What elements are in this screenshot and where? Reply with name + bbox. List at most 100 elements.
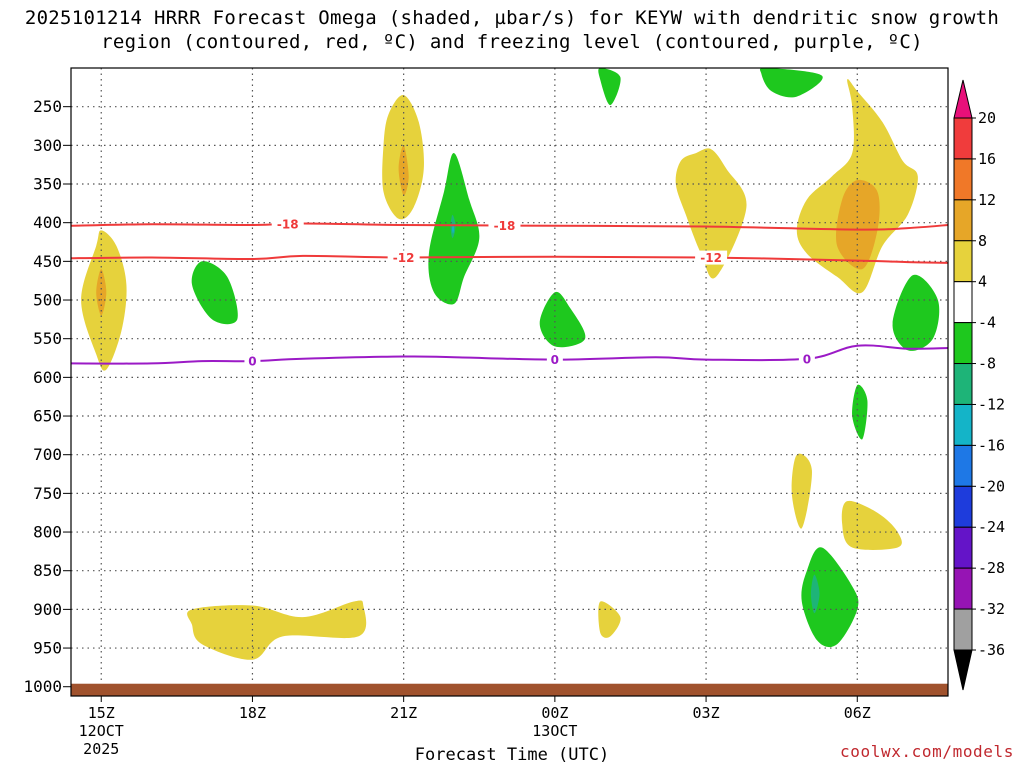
- y-tick-label: 800: [33, 523, 62, 542]
- omega-region-16: [892, 274, 940, 351]
- colorbar-min-arrow: [953, 649, 973, 691]
- contour-label: 0: [551, 353, 559, 367]
- y-tick-label: 250: [33, 97, 62, 116]
- colorbar-label: -28: [978, 559, 1005, 577]
- contour-label: 0: [248, 355, 256, 369]
- y-tick-label: 750: [33, 484, 62, 503]
- omega-region-19: [852, 384, 868, 440]
- plot-frame: [70, 67, 949, 697]
- y-tick-label: 850: [33, 561, 62, 580]
- omega-region-9: [187, 600, 367, 660]
- omega-region-6: [836, 179, 880, 270]
- y-tick-label: 450: [33, 252, 62, 271]
- x-tick-label: 00Z: [541, 704, 568, 722]
- colorbar-label: -36: [978, 641, 1005, 659]
- y-tick-label: 350: [33, 175, 62, 194]
- y-tick-label: 950: [33, 639, 62, 658]
- omega-region-1: [96, 269, 107, 316]
- colorbar: 20 16 12 8 4 -4 -8 -12 -16 -20 -24 -28 -32 -36: [953, 79, 1005, 691]
- x-tick-label: 03Z: [693, 704, 720, 722]
- x-tick-label: 18Z: [239, 704, 266, 722]
- contour-label: -12: [393, 251, 415, 265]
- contour-label-bg: [271, 216, 304, 231]
- omega-region-17: [598, 68, 621, 106]
- contour-label-bg: [695, 250, 728, 265]
- contour-label-bg: [488, 218, 521, 233]
- ground-band: [71, 683, 948, 696]
- colorbar-label: 20: [978, 109, 996, 127]
- colorbar-segment: [953, 199, 973, 242]
- omega-region-13: [452, 224, 455, 234]
- y-tick-label: 400: [33, 213, 62, 232]
- x-axis-label: Forecast Time (UTC): [414, 745, 610, 765]
- y-tick-label: 650: [33, 407, 62, 426]
- contour-lines: -18 -18 -12 -12 0 0 0: [71, 216, 948, 369]
- contour-label: -18: [494, 219, 516, 233]
- contour-label: -18: [277, 217, 299, 231]
- x-tick-label: 2025: [83, 740, 119, 758]
- colorbar-label: -32: [978, 600, 1005, 618]
- omega-region-15: [539, 291, 586, 348]
- omega-region-7: [791, 453, 812, 529]
- contour-label-bg: [387, 250, 420, 265]
- omega-region-18: [759, 68, 823, 98]
- contour-line-0: [71, 344, 948, 365]
- colorbar-segment: [953, 608, 973, 651]
- credit-text: coolwx.com/models: [840, 742, 1014, 761]
- omega-region-10: [598, 601, 621, 638]
- x-tick-label: 21Z: [390, 704, 417, 722]
- omega-region-14: [191, 261, 238, 325]
- colorbar-segment: [953, 158, 973, 201]
- y-tick-label: 600: [33, 368, 62, 387]
- colorbar-label: 16: [978, 150, 996, 168]
- colorbar-label: -12: [978, 395, 1005, 413]
- contour-label: -12: [700, 251, 722, 265]
- grid-lines: [71, 68, 948, 696]
- colorbar-label: 4: [978, 273, 987, 291]
- y-tick-label: 700: [33, 445, 62, 464]
- colorbar-label: -4: [978, 314, 996, 332]
- omega-shading: [81, 68, 940, 660]
- y-tick-label: 550: [33, 329, 62, 348]
- omega-region-8: [841, 500, 902, 550]
- omega-region-3: [398, 145, 409, 196]
- contour-label: 0: [803, 352, 811, 366]
- colorbar-label: -20: [978, 477, 1005, 495]
- y-tick-label: 900: [33, 600, 62, 619]
- colorbar-label: -16: [978, 436, 1005, 454]
- x-tick-label: 06Z: [844, 704, 871, 722]
- colorbar-segment: [953, 117, 973, 160]
- omega-region-20: [801, 547, 859, 648]
- colorbar-segment: [953, 567, 973, 610]
- colorbar-segment: [953, 240, 973, 283]
- colorbar-segment: [953, 281, 973, 324]
- colorbar-segment: [953, 403, 973, 446]
- contour-label-bg: [546, 352, 563, 367]
- y-tick-label: 500: [33, 291, 62, 310]
- colorbar-label: 8: [978, 232, 987, 250]
- colorbar-label: -8: [978, 355, 996, 373]
- contour-line-neg12: [71, 254, 948, 264]
- omega-region-21: [810, 574, 820, 614]
- colorbar-label: 12: [978, 191, 996, 209]
- colorbar-segment: [953, 363, 973, 405]
- contour-label-bg: [798, 351, 815, 366]
- y-tick-label: 1000: [23, 677, 62, 696]
- contour-label-bg: [244, 354, 261, 369]
- x-tick-label: 15Z: [88, 704, 115, 722]
- colorbar-segment: [953, 485, 973, 528]
- colorbar-segment: [953, 322, 973, 365]
- omega-region-4: [675, 148, 747, 279]
- y-tick-label: 300: [33, 136, 62, 155]
- colorbar-segment: [953, 526, 973, 569]
- x-tick-label: 12OCT: [79, 722, 124, 740]
- ground: [71, 683, 948, 696]
- colorbar-max-arrow: [953, 79, 973, 119]
- colorbar-segment: [953, 444, 973, 487]
- x-tick-label: 13OCT: [532, 722, 577, 740]
- y-axis-ticks: 250 300 350 400 450 500 550 600 650 700 750 800 850 9…: [23, 97, 71, 696]
- colorbar-label: -24: [978, 518, 1005, 536]
- chart-title: 2025101214 HRRR Forecast Omega (shaded, …: [24, 7, 1000, 53]
